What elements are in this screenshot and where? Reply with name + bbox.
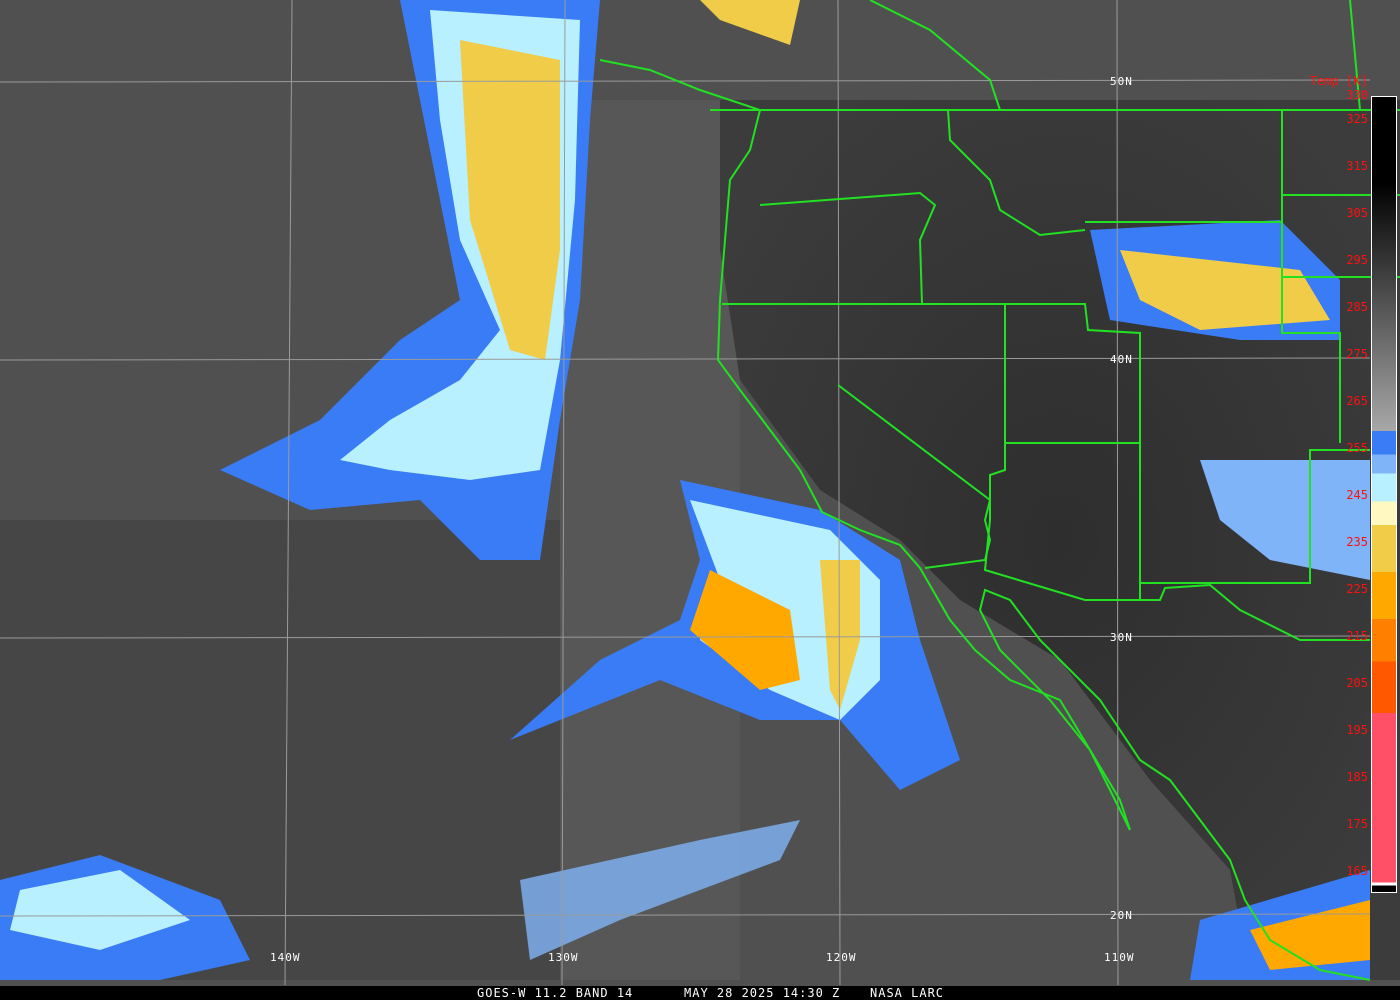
cloud-sw-cyan: [10, 870, 190, 950]
colorbar-tick: 275: [1346, 346, 1368, 361]
colorbar-tick: 195: [1346, 723, 1368, 738]
idaho-border: [947, 109, 1086, 237]
colorbar-tick: 265: [1346, 393, 1368, 408]
satellite-band: GOES-W 11.2 BAND 14: [477, 986, 634, 1000]
timestamp: MAY 28 2025 14:30 Z: [684, 986, 841, 1000]
colorbar-tick: 255: [1346, 440, 1368, 455]
lon-label-140w: 140W: [270, 951, 301, 964]
cloud-arc-yellow: [820, 560, 860, 710]
cloud-top-yellow: [700, 0, 800, 45]
cloud-swirl-orange: [690, 570, 800, 690]
cloud-se-orange: [1250, 900, 1370, 970]
arizona-mexico-border: [983, 443, 1370, 641]
colorbar-tick: 165: [1346, 864, 1368, 879]
cloud-mexico-blue: [1200, 460, 1370, 580]
colorbar-tick: 215: [1346, 628, 1368, 643]
colorbar-tick: 245: [1346, 487, 1368, 502]
california-nevada-border: [837, 384, 992, 569]
lon-label-110w: 110W: [1104, 951, 1135, 964]
colorbar-tick: 295: [1346, 252, 1368, 267]
temperature-colorbar: [1371, 96, 1397, 893]
colorbar-tick: 285: [1346, 299, 1368, 314]
colorbar-tick: 315: [1346, 158, 1368, 173]
cloud-features: [0, 0, 1370, 980]
lon-label-120w: 120W: [826, 951, 857, 964]
new-mexico-border: [1139, 443, 1370, 600]
lat-label-20n: 20N: [1110, 909, 1133, 922]
cloud-streak-blue: [520, 820, 800, 960]
colorbar-tick: 185: [1346, 770, 1368, 785]
colorbar-tick: 330: [1346, 88, 1368, 102]
lat-lon-grid: [0, 0, 1371, 986]
colorbar-title: Temp [K]: [1310, 74, 1368, 88]
interior-state-borders: [1085, 0, 1400, 443]
colorbar-tick: 325: [1346, 111, 1368, 126]
caption-bar: GOES-W 11.2 BAND 14 MAY 28 2025 14:30 Z …: [0, 986, 1400, 1000]
lat-label-40n: 40N: [1110, 353, 1133, 366]
colorbar-tick: 235: [1346, 534, 1368, 549]
data-source: NASA LARC: [870, 986, 945, 1000]
bc-coast: [869, 0, 1001, 111]
colorbar-tick: 175: [1346, 817, 1368, 832]
cloud-nevada-yellow: [1120, 250, 1330, 330]
coastline: [599, 59, 1371, 981]
lat-label-50n: 50N: [1110, 75, 1133, 88]
colorbar-tick: 305: [1346, 205, 1368, 220]
oregon-border: [722, 191, 937, 305]
political-boundaries: [599, 0, 1400, 981]
colorbar-tick: 225: [1346, 581, 1368, 596]
cloud-band-yellow: [460, 40, 560, 360]
lat-label-30n: 30N: [1110, 631, 1133, 644]
lon-label-130w: 130W: [548, 951, 579, 964]
colorbar-tick: 205: [1346, 676, 1368, 691]
